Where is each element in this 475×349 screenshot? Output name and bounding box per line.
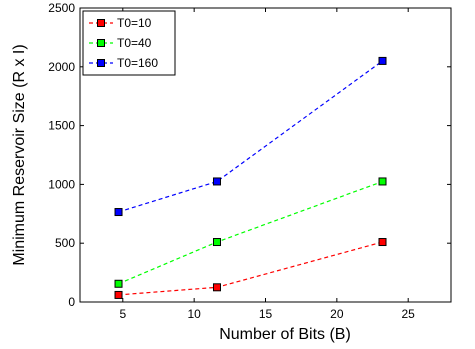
y-axis-label: Minimum Reservoir Size (R x I) xyxy=(11,44,28,265)
legend-marker-t0-10 xyxy=(97,19,105,27)
legend-label-t0-160: T0=160 xyxy=(117,56,158,70)
data-point-t0-40 xyxy=(212,238,221,247)
data-point-t0-10 xyxy=(212,283,221,292)
y-tick-label: 2000 xyxy=(48,60,75,74)
plot-area: 5 10 15 20 25 0 500 1000 1500 2000 2500 T0=10 T0=40 T… xyxy=(48,1,452,321)
data-point-t0-40 xyxy=(114,279,123,288)
data-point-t0-160 xyxy=(378,56,387,65)
legend-label-t0-10: T0=10 xyxy=(117,16,152,30)
y-tick-label: 2500 xyxy=(48,1,75,15)
legend-marker-t0-40 xyxy=(97,39,105,47)
data-point-t0-10 xyxy=(114,290,123,299)
y-tick-label: 0 xyxy=(68,295,75,309)
x-tick-label: 20 xyxy=(330,307,344,321)
series-line-t0-40 xyxy=(118,180,383,285)
y-tick-label: 500 xyxy=(55,236,75,250)
x-axis-label: Number of Bits (B) xyxy=(219,326,351,343)
legend-label-t0-40: T0=40 xyxy=(117,36,152,50)
data-point-t0-40 xyxy=(378,177,387,186)
legend-marker-t0-160 xyxy=(97,59,105,67)
x-tick-label: 10 xyxy=(187,307,201,321)
x-tick-label: 5 xyxy=(119,307,126,321)
series-line-t0-10 xyxy=(118,241,383,296)
y-tick-label: 1500 xyxy=(48,119,75,133)
y-tick-label: 1000 xyxy=(48,177,75,191)
data-point-t0-160 xyxy=(212,177,221,186)
series-line-t0-160 xyxy=(118,60,383,213)
x-tick-label: 25 xyxy=(402,307,416,321)
data-point-t0-10 xyxy=(378,238,387,247)
x-tick-label: 15 xyxy=(259,307,273,321)
data-point-t0-160 xyxy=(114,208,123,217)
